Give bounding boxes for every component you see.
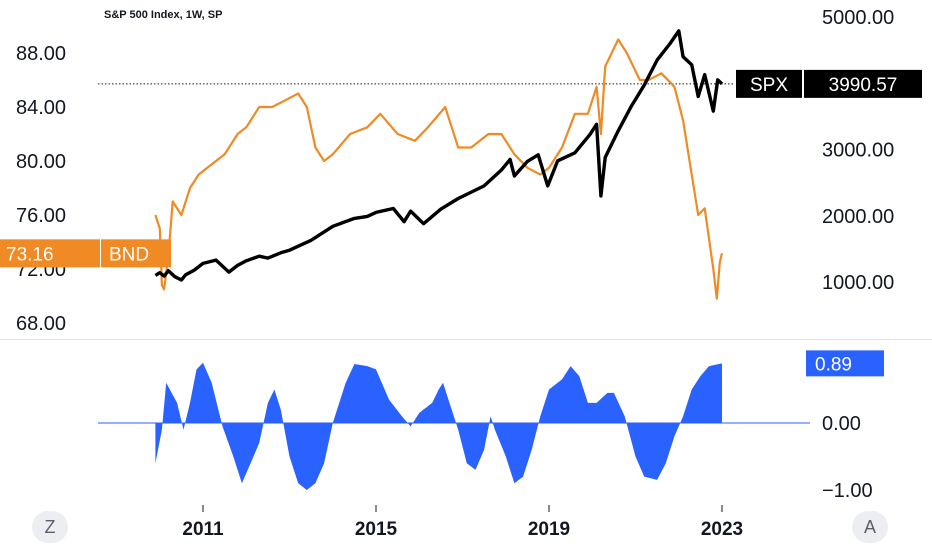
correlation-axis-tick-label: −1.00	[822, 480, 873, 502]
bnd-symbol-tag	[101, 239, 171, 268]
left-axis-toggle-button[interactable]: Z	[32, 511, 68, 543]
time-axis-tick-label: 2019	[528, 519, 570, 540]
left-axis-tick-label: 84.00	[16, 97, 66, 119]
left-axis-tick-label: 80.00	[16, 151, 66, 173]
left-axis-tick-label: 76.00	[16, 205, 66, 227]
bnd-symbol-label: BND	[109, 244, 149, 265]
time-axis-tick-label: 2015	[355, 519, 398, 540]
bnd-series-line[interactable]	[154, 38, 724, 300]
left-axis-tick-label: 68.00	[16, 313, 66, 335]
correlation-value-tag	[806, 350, 884, 377]
spx-value-tag	[804, 69, 922, 98]
spx-last-value: 3990.57	[829, 75, 898, 96]
time-axis-tick-label: 2011	[182, 519, 224, 540]
price-tags: 73.16 BND SPX 3990.57 0.89	[0, 69, 922, 377]
spx-symbol-label: SPX	[750, 75, 788, 96]
right-axis-tick-label: 1000.00	[822, 272, 894, 294]
correlation-axis[interactable]: 0.00 −1.00	[822, 413, 873, 502]
price-pane	[98, 29, 735, 300]
right-axis-tick-label: 2000.00	[822, 206, 894, 228]
time-axis[interactable]: 2011 2015 2019 2023	[182, 505, 743, 540]
bnd-last-value: 73.16	[6, 244, 54, 265]
chart-title: S&P 500 Index, 1W, SP	[104, 9, 222, 21]
time-axis-tick-label: 2023	[701, 519, 743, 540]
auto-scale-button[interactable]: A	[852, 511, 888, 543]
left-axis-tick-label: 88.00	[16, 43, 66, 65]
correlation-axis-tick-label: 0.00	[822, 413, 861, 435]
correlation-last-value: 0.89	[815, 354, 852, 375]
right-axis-tick-label: 5000.00	[822, 7, 894, 29]
spx-symbol-tag	[736, 69, 802, 98]
spx-series-line[interactable]	[154, 29, 724, 282]
correlation-area[interactable]	[155, 362, 722, 490]
right-axis-tick-label: 3000.00	[822, 140, 894, 162]
correlation-pane	[98, 362, 810, 490]
bnd-value-tag	[0, 239, 100, 268]
